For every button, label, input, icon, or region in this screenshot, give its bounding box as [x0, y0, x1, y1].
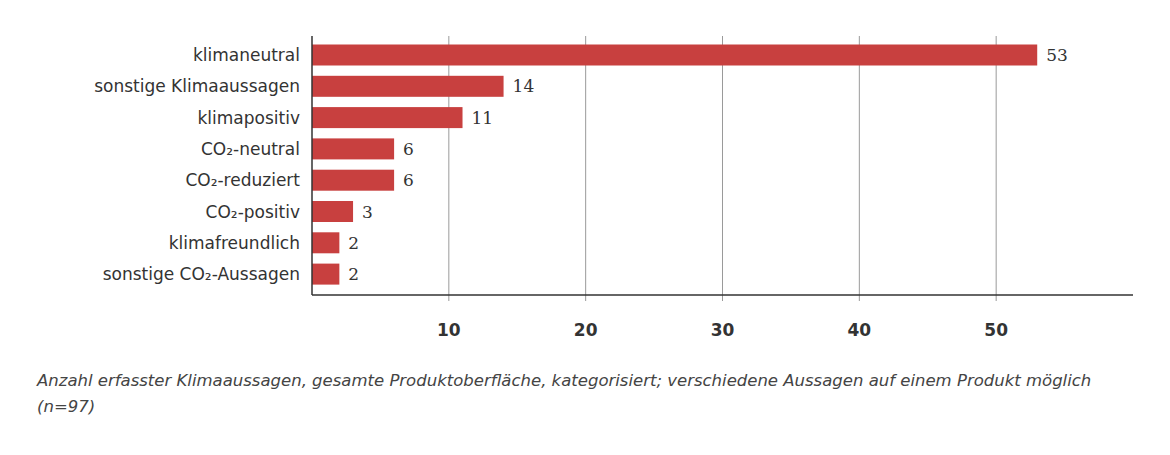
data-label: 3 [362, 202, 373, 222]
tick-label: 30 [711, 320, 735, 340]
bar [312, 107, 463, 128]
y-axis [311, 36, 313, 295]
bar [312, 138, 394, 159]
data-label: 14 [513, 76, 535, 96]
data-label: 53 [1046, 45, 1068, 65]
category-label: CO₂-reduziert [185, 170, 300, 190]
grid-line [722, 36, 723, 301]
category-label: CO₂-neutral [201, 139, 300, 159]
data-label: 6 [403, 170, 414, 190]
data-label: 2 [348, 264, 359, 284]
bar [312, 76, 504, 97]
category-label: klimapositiv [198, 108, 301, 128]
data-label: 2 [348, 233, 359, 253]
caption: Anzahl erfasster Klimaaussagen, gesamte … [37, 368, 1137, 420]
bar [312, 232, 339, 253]
grid-line [448, 36, 449, 301]
bar [312, 170, 394, 191]
x-axis [312, 294, 1133, 296]
data-label: 6 [403, 139, 414, 159]
tick-label: 20 [574, 320, 598, 340]
category-label: CO₂-positiv [206, 202, 300, 222]
bar [312, 264, 339, 285]
tick-label: 50 [984, 320, 1008, 340]
bar [312, 201, 353, 222]
tick-label: 40 [847, 320, 871, 340]
grid-line [859, 36, 860, 301]
category-label: sonstige CO₂-Aussagen [103, 264, 300, 284]
category-label: klimafreundlich [169, 233, 300, 253]
grid-line [996, 36, 997, 301]
bars [312, 45, 1037, 285]
grid-line [585, 36, 586, 301]
data-label: 11 [472, 108, 494, 128]
tick-label: 10 [437, 320, 461, 340]
category-label: sonstige Klimaaussagen [94, 76, 300, 96]
bar [312, 45, 1037, 66]
category-label: klimaneutral [193, 45, 300, 65]
